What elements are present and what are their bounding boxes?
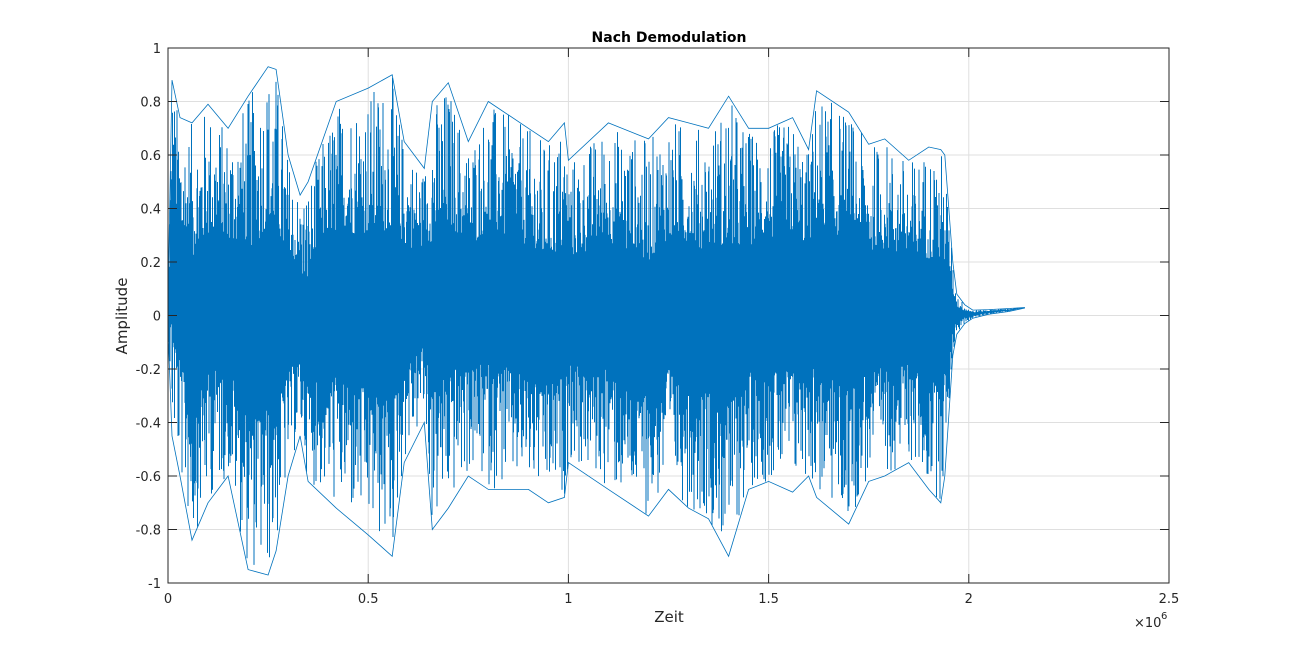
exponent-base: ×10 [1134, 616, 1161, 631]
tick-marks [167, 47, 1170, 584]
y-tick-label: 1 [153, 42, 161, 57]
x-tick-label: 2.5 [1159, 592, 1180, 607]
y-tick-label: -1 [148, 577, 161, 592]
x-tick-label: 0.5 [358, 592, 379, 607]
x-axis-title: Zeit [654, 608, 684, 626]
exponent-power: 6 [1161, 611, 1167, 622]
chart-title: Nach Demodulation [592, 30, 747, 46]
y-tick-label: 0.8 [140, 96, 161, 111]
signal-upper-peaks [167, 66, 1025, 311]
y-tick-label: -0.8 [136, 524, 161, 539]
x-tick-label: 1 [564, 592, 572, 607]
y-tick-label: -0.6 [136, 470, 161, 485]
x-tick-label: 2 [965, 592, 973, 607]
signal-lower-peaks [167, 307, 1025, 576]
y-tick-label: -0.2 [136, 363, 161, 378]
y-tick-label: 0.4 [140, 203, 161, 218]
x-tick-label: 1.5 [758, 592, 779, 607]
y-tick-labels: -1 -0.8 -0.6 -0.4 -0.2 0 0.2 0.4 0.6 0.8 1 [136, 42, 161, 592]
x-axis-exponent: ×10 6 [1134, 611, 1167, 631]
y-tick-label: -0.4 [136, 417, 161, 432]
x-tick-labels: 0 0.5 1 1.5 2 2.5 [164, 592, 1179, 607]
y-tick-label: 0.2 [140, 256, 161, 271]
x-tick-label: 0 [164, 592, 172, 607]
y-axis-title: Amplitude [113, 278, 131, 355]
y-tick-label: 0 [153, 310, 161, 325]
y-tick-label: 0.6 [140, 149, 161, 164]
